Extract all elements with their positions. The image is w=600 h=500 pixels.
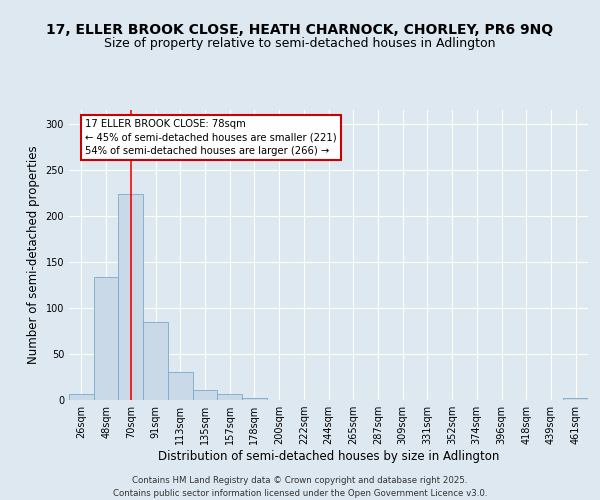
Bar <box>168 372 193 400</box>
X-axis label: Distribution of semi-detached houses by size in Adlington: Distribution of semi-detached houses by … <box>158 450 499 463</box>
Bar <box>217 394 242 400</box>
Text: Size of property relative to semi-detached houses in Adlington: Size of property relative to semi-detach… <box>104 38 496 51</box>
Y-axis label: Number of semi-detached properties: Number of semi-detached properties <box>27 146 40 364</box>
Bar <box>193 390 217 400</box>
Bar <box>143 322 168 400</box>
Text: Contains HM Land Registry data © Crown copyright and database right 2025.
Contai: Contains HM Land Registry data © Crown c… <box>113 476 487 498</box>
Bar <box>563 398 588 400</box>
Text: 17 ELLER BROOK CLOSE: 78sqm
← 45% of semi-detached houses are smaller (221)
54% : 17 ELLER BROOK CLOSE: 78sqm ← 45% of sem… <box>85 119 337 156</box>
Bar <box>242 398 267 400</box>
Bar <box>118 194 143 400</box>
Bar <box>69 394 94 400</box>
Text: 17, ELLER BROOK CLOSE, HEATH CHARNOCK, CHORLEY, PR6 9NQ: 17, ELLER BROOK CLOSE, HEATH CHARNOCK, C… <box>46 22 554 36</box>
Bar <box>94 276 118 400</box>
